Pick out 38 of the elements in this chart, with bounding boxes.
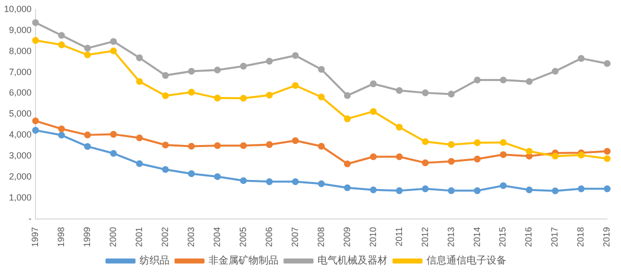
x-tick-label: 1998: [56, 226, 66, 248]
x-tick-label: 2009: [342, 226, 352, 248]
x-tick-label: 2013: [446, 226, 456, 248]
x-tick-label: 2001: [134, 226, 144, 248]
x-tick-label: 2002: [160, 226, 170, 248]
x-tick-label: 2010: [368, 226, 378, 248]
x-tick-label: 2004: [212, 226, 222, 248]
x-tick-label: 2011: [394, 226, 404, 246]
x-tick-label: 2008: [316, 226, 326, 248]
y-tick-label: -: [28, 213, 32, 224]
y-tick-label: 4,000: [8, 130, 32, 140]
x-tick-label: 2014: [472, 226, 482, 248]
y-tick-label: 5,000: [8, 108, 32, 119]
x-tick-label: 2018: [576, 226, 586, 248]
y-tick-label: 9,000: [8, 24, 32, 35]
x-tick-label: 2003: [186, 226, 196, 248]
x-tick-label: 1997: [30, 226, 40, 248]
x-tick-label: 2017: [550, 226, 560, 248]
x-tick-label: 2015: [498, 226, 508, 248]
y-tick-label: 2,000: [8, 172, 32, 182]
x-tick-label: 2019: [602, 226, 612, 248]
x-tick-label: 2016: [524, 226, 534, 248]
y-tick-label: 6,000: [8, 88, 32, 98]
y-tick-label: 1,000: [8, 192, 32, 203]
y-tick-label: 10,000: [4, 4, 32, 14]
y-tick-label: 3,000: [8, 150, 32, 161]
x-tick-label: 2007: [290, 226, 300, 248]
x-tick-label: 2000: [108, 226, 118, 248]
x-tick-label: 1999: [82, 226, 92, 248]
legend-label: 纺织品: [140, 254, 170, 267]
legend-label: 非金属矿物制品: [208, 254, 278, 267]
y-tick-label: 8,000: [8, 46, 32, 56]
x-tick-label: 2012: [420, 226, 430, 248]
x-tick-label: 2006: [264, 226, 274, 248]
legend-label: 电气机械及器材: [318, 254, 388, 267]
x-tick-label: 2005: [238, 226, 248, 248]
legend-label: 信息通信电子设备: [426, 254, 506, 267]
y-tick-label: 7,000: [8, 66, 32, 77]
